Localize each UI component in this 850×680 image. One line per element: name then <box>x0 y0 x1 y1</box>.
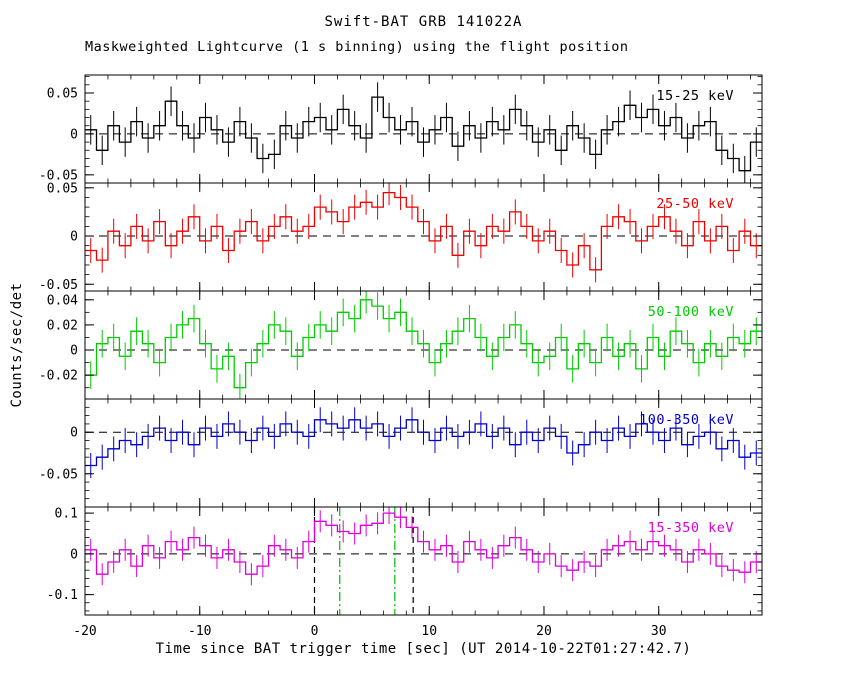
lightcurve-step <box>85 299 762 389</box>
lightcurve-step <box>85 512 762 575</box>
panel-25-50-kev: -0.05 0 0.05 25-50 keV <box>39 181 763 293</box>
y-tick-label: -0.05 <box>39 467 78 482</box>
panel-100-350-kev: -0.05 0 100-350 keV <box>39 398 763 508</box>
panel-data-15-350-kev <box>85 507 762 615</box>
y-tick-label: 0.02 <box>47 318 78 333</box>
y-tick-label: 0.05 <box>47 87 78 102</box>
panel-border <box>84 506 763 616</box>
x-axis-label: Time since BAT trigger time [sec] (UT 20… <box>155 641 692 657</box>
x-tick-label: -10 <box>188 624 211 639</box>
x-tick-label: -20 <box>73 624 96 639</box>
energy-band-label: 15-25 keV <box>656 88 734 104</box>
y-tick-label: -0.1 <box>47 588 78 603</box>
y-tick-label: 0 <box>70 547 78 562</box>
panel-50-100-kev: -0.02 0 0.02 0.04 50-100 keV <box>39 290 763 400</box>
lightcurve-step <box>85 419 762 467</box>
y-tick-label: 0 <box>70 426 78 441</box>
panel-data-25-50-kev <box>85 183 762 283</box>
panel-15-25-kev: -0.05 0 0.05 15-25 keV <box>39 74 763 184</box>
energy-band-label: 25-50 keV <box>656 196 734 212</box>
y-tick-label: -0.05 <box>39 278 78 293</box>
x-tick-label: 0 <box>311 624 319 639</box>
y-tick-label: -0.05 <box>39 168 78 183</box>
figure-title: Swift-BAT GRB 141022A <box>324 14 523 30</box>
x-tick-label: 10 <box>421 624 437 639</box>
y-tick-label: 0.04 <box>47 293 78 308</box>
y-tick-label: 0.05 <box>47 181 78 196</box>
energy-band-label: 100-350 keV <box>639 412 734 428</box>
x-tick-label: 30 <box>651 624 667 639</box>
panel-data-50-100-kev <box>85 291 762 399</box>
panel-data-15-25-kev <box>85 82 762 183</box>
figure-subtitle: Maskweighted Lightcurve (1 s binning) us… <box>85 39 629 55</box>
y-tick-label: 0 <box>70 344 78 359</box>
lightcurve-step <box>85 191 762 271</box>
y-tick-label: 0 <box>70 127 78 142</box>
energy-band-label: 50-100 keV <box>648 304 734 320</box>
y-tick-label: 0.1 <box>55 507 78 522</box>
y-tick-label: -0.02 <box>39 369 78 384</box>
x-tick-label: 20 <box>536 624 552 639</box>
y-tick-label: 0 <box>70 230 78 245</box>
panel-data-100-350-kev <box>85 407 762 478</box>
energy-band-label: 15-350 keV <box>648 520 734 536</box>
lightcurve-step <box>85 96 762 172</box>
panel-15-350-kev: -0.1 0 0.1 15-350 keV <box>47 506 763 616</box>
